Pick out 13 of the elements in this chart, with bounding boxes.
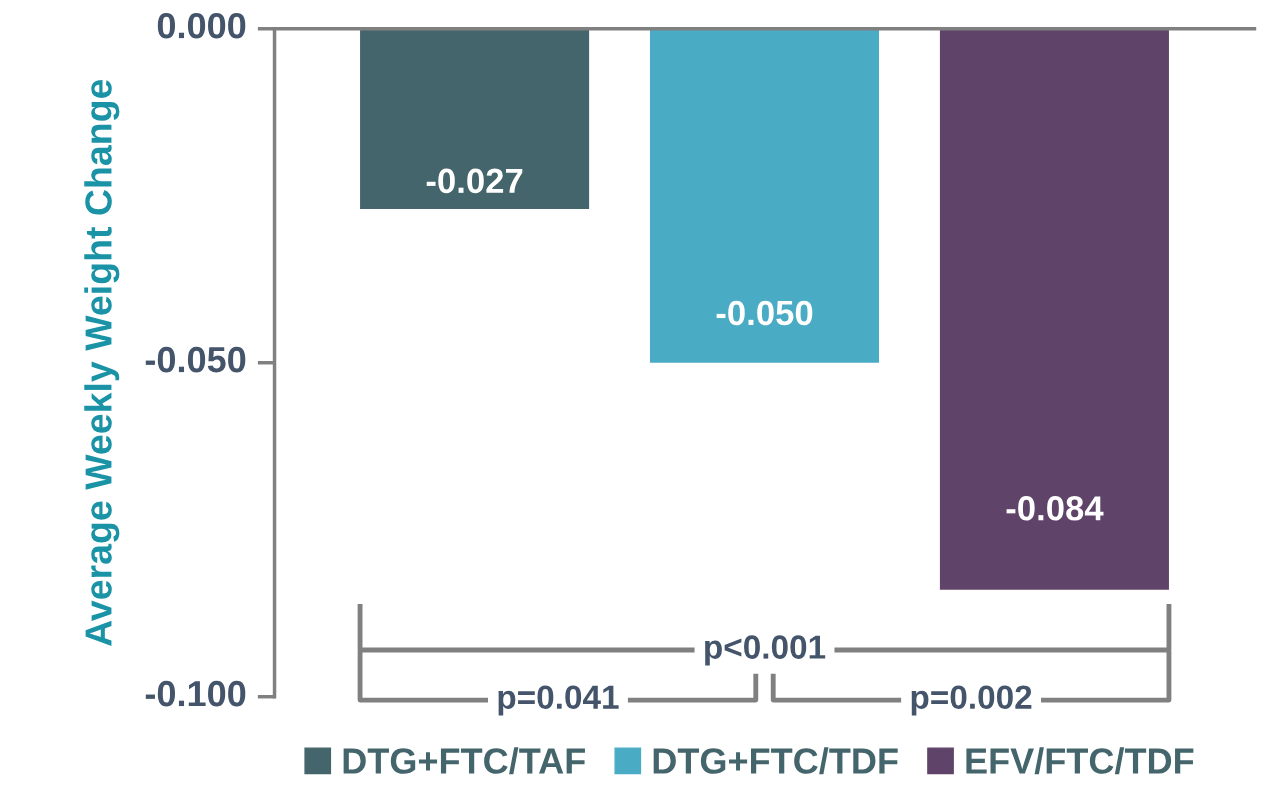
y-tick-label: -0.100 (145, 680, 246, 707)
annotation: p=0.041 (498, 685, 619, 716)
legend-label: EFV/FTC/TDF (966, 747, 1194, 775)
annotation: p=0.002 (911, 685, 1032, 716)
data-label: -0.050 (716, 300, 813, 326)
data-label: -0.027 (426, 168, 523, 194)
legend-label: DTG+FTC/TAF (343, 747, 585, 775)
data-label: -0.084 (1006, 496, 1104, 521)
annotation: p<0.001 (705, 635, 826, 666)
legend-label: DTG+FTC/TDF (653, 747, 898, 775)
y-tick-label: 0.000 (157, 12, 246, 39)
y-axis-title: Average Weekly Weight Change (84, 79, 120, 646)
y-tick-label: -0.050 (145, 346, 246, 373)
